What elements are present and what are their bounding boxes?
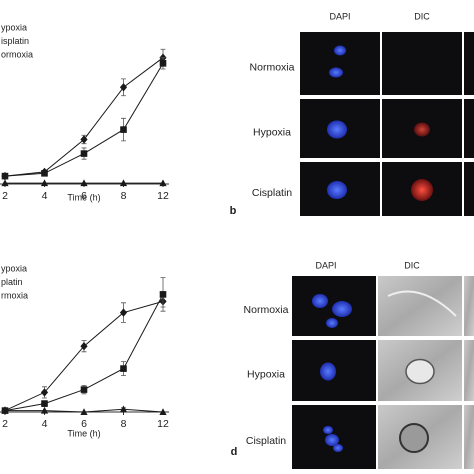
x-tick-label: 12 — [157, 190, 169, 202]
micrograph — [464, 162, 474, 216]
row-label: Cisplatin — [246, 435, 286, 447]
cell-body — [399, 423, 429, 453]
marker-square — [159, 60, 167, 67]
micrograph — [378, 276, 462, 336]
nucleus — [332, 301, 352, 317]
x-tick-label: 8 — [121, 190, 127, 202]
x-tick-label: 6 — [81, 190, 87, 202]
marker-triangle — [80, 179, 88, 187]
nucleus — [327, 120, 347, 139]
marker-triangle — [1, 406, 9, 414]
marker-triangle — [119, 179, 128, 187]
micrograph — [464, 32, 474, 95]
marker-triangle — [80, 408, 88, 415]
legend-label: ormoxia — [1, 49, 33, 59]
legend-label: isplatin — [1, 36, 29, 46]
nucleus — [329, 67, 343, 78]
row-label: Hypoxia — [253, 126, 291, 138]
nucleus — [333, 444, 343, 452]
x-tick-label: 6 — [81, 418, 87, 430]
micrograph — [464, 405, 474, 469]
marker-triangle — [119, 405, 128, 413]
nucleus — [327, 181, 347, 199]
marker-square — [120, 365, 127, 372]
column-header: DIC — [404, 260, 420, 270]
micrograph — [300, 32, 380, 95]
legend-label: ypoxia — [1, 263, 27, 273]
marker-diamond — [40, 388, 49, 397]
x-tick-label: 8 — [121, 418, 127, 430]
marker-diamond — [119, 308, 128, 317]
micrograph — [464, 276, 474, 336]
column-header: DAPI — [329, 11, 350, 21]
x-axis-label: Time (h) — [67, 428, 100, 438]
x-tick-label: 4 — [42, 418, 48, 430]
x-axis-label: Time (h) — [67, 192, 100, 202]
nucleus — [334, 45, 346, 56]
legend-label: rmoxia — [1, 290, 28, 300]
nucleus — [312, 294, 328, 308]
marker-square — [80, 386, 88, 393]
red-signal — [411, 179, 433, 201]
series-line — [4, 300, 164, 412]
marker-square — [1, 172, 9, 180]
row-label: Cisplatin — [252, 187, 292, 199]
marker-diamond — [80, 342, 88, 351]
nucleus — [323, 426, 333, 434]
x-tick-label: 12 — [157, 418, 169, 430]
marker-diamond — [119, 83, 128, 92]
marker-diamond — [80, 135, 88, 144]
red-signal — [414, 122, 430, 137]
micrograph — [382, 32, 462, 95]
marker-square — [80, 150, 88, 157]
nucleus — [320, 362, 336, 381]
x-tick-label: 2 — [2, 190, 8, 202]
nucleus — [325, 434, 339, 446]
panel-letter: d — [231, 446, 238, 458]
column-header: DIC — [414, 11, 430, 21]
marker-square — [159, 291, 167, 298]
row-label: Normoxia — [244, 304, 289, 316]
cell-edge — [387, 290, 457, 317]
marker-square — [120, 126, 127, 133]
cell-body — [405, 358, 435, 385]
marker-triangle — [40, 406, 49, 414]
nucleus — [326, 318, 338, 328]
marker-square — [41, 170, 48, 177]
micrograph — [464, 340, 474, 401]
marker-triangle — [159, 408, 167, 415]
legend-label: ypoxia — [1, 22, 27, 32]
marker-square — [41, 400, 48, 407]
row-label: Hypoxia — [247, 368, 285, 380]
micrograph — [464, 99, 474, 158]
marker-triangle — [40, 179, 49, 187]
row-label: Normoxia — [250, 61, 295, 73]
marker-triangle — [159, 179, 167, 187]
x-tick-label: 4 — [42, 190, 48, 202]
marker-triangle — [1, 179, 9, 187]
column-header: DAPI — [315, 260, 336, 270]
x-tick-label: 2 — [2, 418, 8, 430]
panel-letter: b — [230, 205, 237, 217]
legend-label: platin — [1, 277, 23, 287]
